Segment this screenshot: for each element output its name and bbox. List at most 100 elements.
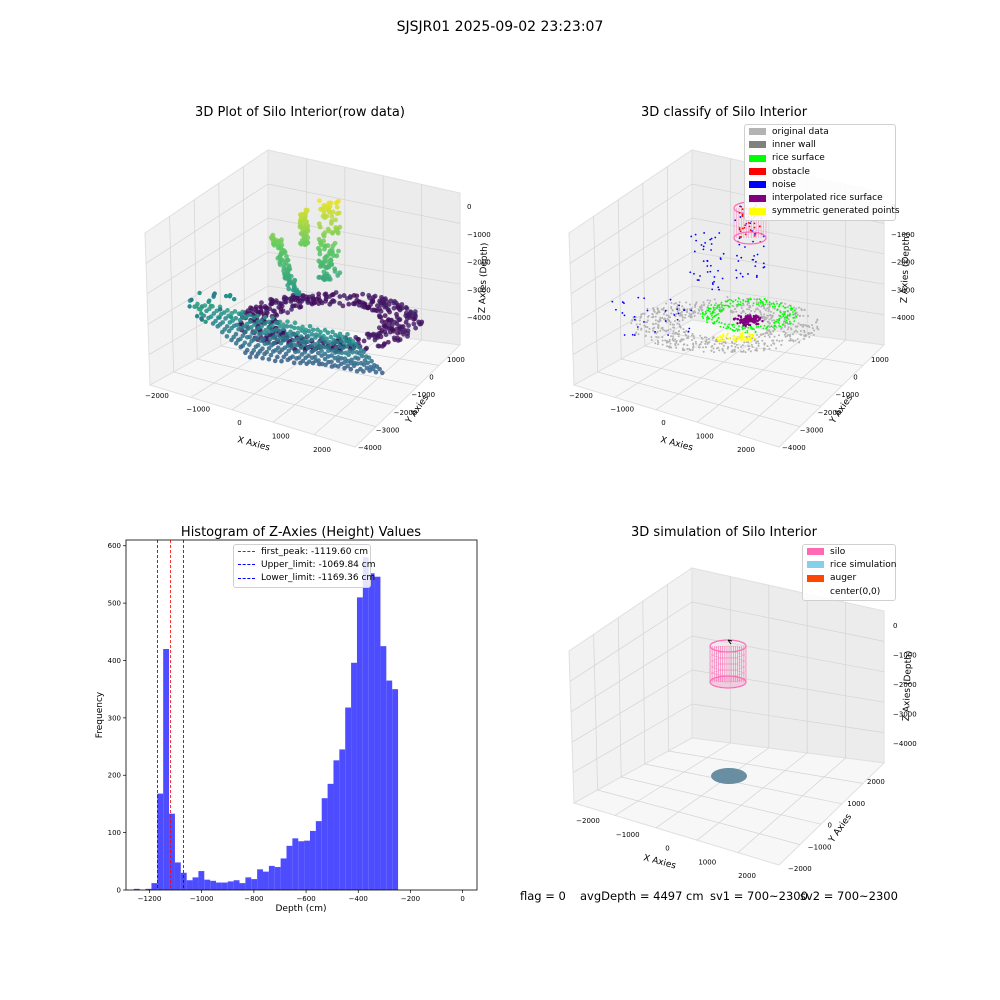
original-data-point [762, 305, 765, 308]
z-tick-label: −4000 [467, 314, 491, 322]
original-data-point [676, 309, 679, 312]
rice-surface-point [779, 311, 782, 313]
noise-point [756, 274, 758, 277]
raw-point [253, 304, 259, 310]
original-data-point [750, 310, 753, 313]
center-marker [727, 639, 733, 645]
original-data-point [755, 301, 758, 304]
original-data-point [768, 308, 771, 311]
raw-point [355, 361, 360, 366]
raw-point [316, 301, 322, 307]
symmetric-point [743, 336, 746, 339]
x-tick-label: 1000 [698, 858, 716, 866]
raw-point [321, 269, 327, 275]
raw-x-axis-label: X Axies [236, 435, 271, 453]
symmetric-point [726, 333, 729, 336]
raw-point [323, 298, 328, 304]
original-data-point [763, 318, 766, 321]
raw-point [259, 324, 264, 329]
rice-surface-point [744, 331, 747, 334]
original-data-point [700, 341, 703, 344]
y-tick-label: 600 [108, 542, 121, 550]
x-tick-label: 1000 [696, 433, 714, 441]
y-tick-label: −3000 [376, 426, 400, 434]
raw-point [329, 359, 334, 365]
legend-entry: original data [745, 125, 895, 138]
raw-point [221, 310, 227, 315]
original-data-point [656, 312, 659, 315]
original-data-point [734, 345, 737, 348]
histogram-bar [239, 883, 246, 890]
noise-point [621, 312, 624, 314]
original-data-point [759, 333, 762, 336]
original-data-point [682, 328, 685, 331]
legend-entry: center(0,0) [803, 585, 895, 598]
raw-point [274, 332, 279, 338]
obstacle-point [738, 227, 741, 229]
raw-point [395, 304, 400, 310]
rice-surface-point [737, 328, 739, 331]
original-data-point [672, 323, 675, 326]
rice-surface-point [793, 320, 796, 323]
original-data-point [798, 341, 801, 344]
rice-surface-point [730, 299, 733, 302]
original-data-point [703, 336, 706, 339]
noise-point [688, 327, 691, 330]
obstacle-point [758, 225, 761, 228]
rice-surface-point [739, 301, 742, 303]
noise-point [749, 222, 752, 225]
original-data-point [741, 350, 744, 353]
original-data-point [753, 298, 756, 301]
raw-point [296, 355, 302, 360]
raw-z-axis-label: Z Axies (Depth) [478, 243, 490, 314]
raw-point [406, 323, 411, 328]
raw-point [322, 351, 328, 357]
original-data-point [757, 342, 760, 345]
rice-surface-point [755, 298, 758, 301]
histogram-bar [227, 881, 234, 890]
rice-surface-point [732, 300, 734, 303]
noise-point [687, 330, 690, 333]
histogram-bar [192, 877, 199, 890]
obstacle-point [738, 228, 741, 231]
raw-point [319, 348, 324, 354]
raw-point [300, 358, 306, 364]
original-data-point [685, 309, 688, 312]
histogram-bar [263, 871, 269, 890]
original-data-point [759, 310, 762, 313]
interpolated-point [744, 317, 747, 320]
raw-point [320, 260, 326, 265]
raw-point [326, 344, 332, 350]
rice-surface-point [718, 306, 721, 309]
symmetric-point [741, 337, 744, 340]
noise-point [739, 272, 742, 275]
original-data-point [768, 322, 771, 325]
raw-point [317, 333, 322, 339]
original-data-point [657, 327, 660, 330]
original-data-point [667, 319, 670, 322]
original-data-point [791, 333, 794, 336]
x-tick-label: 0 [661, 419, 665, 427]
interpolated-point [757, 322, 760, 326]
raw-point [330, 230, 335, 236]
legend-label: center(0,0) [830, 586, 881, 597]
original-data-point [681, 305, 684, 308]
original-data-point [757, 340, 760, 343]
raw-point [309, 349, 314, 355]
rice-surface-point [755, 325, 758, 328]
original-data-point [747, 345, 750, 348]
raw-point [281, 334, 286, 340]
original-data-point [796, 313, 799, 316]
original-data-point [796, 330, 799, 333]
raw-point [254, 335, 259, 341]
original-data-point [663, 329, 666, 332]
raw-point [403, 305, 409, 310]
original-data-point [761, 339, 764, 342]
raw-point [258, 318, 264, 324]
original-data-point [782, 310, 785, 313]
y-tick-label: −1000 [411, 391, 435, 399]
raw-point [309, 343, 314, 348]
original-data-point [800, 323, 803, 326]
original-data-point [763, 313, 766, 316]
noise-point [735, 276, 738, 279]
